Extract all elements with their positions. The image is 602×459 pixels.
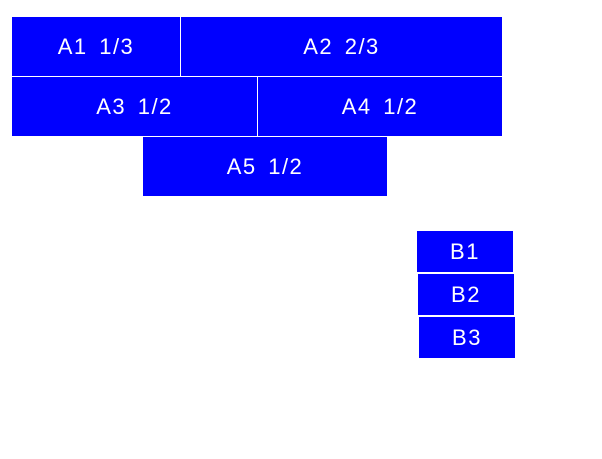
box-a4[interactable]: A4 1/2 <box>258 77 502 136</box>
box-b2[interactable]: B2 <box>418 274 514 315</box>
box-b3[interactable]: B3 <box>419 317 515 358</box>
box-a2[interactable]: A2 2/3 <box>181 17 502 76</box>
box-a5[interactable]: A5 1/2 <box>143 137 387 196</box>
box-a1[interactable]: A1 1/3 <box>12 17 180 76</box>
box-b1[interactable]: B1 <box>417 231 513 272</box>
box-a3[interactable]: A3 1/2 <box>12 77 257 136</box>
